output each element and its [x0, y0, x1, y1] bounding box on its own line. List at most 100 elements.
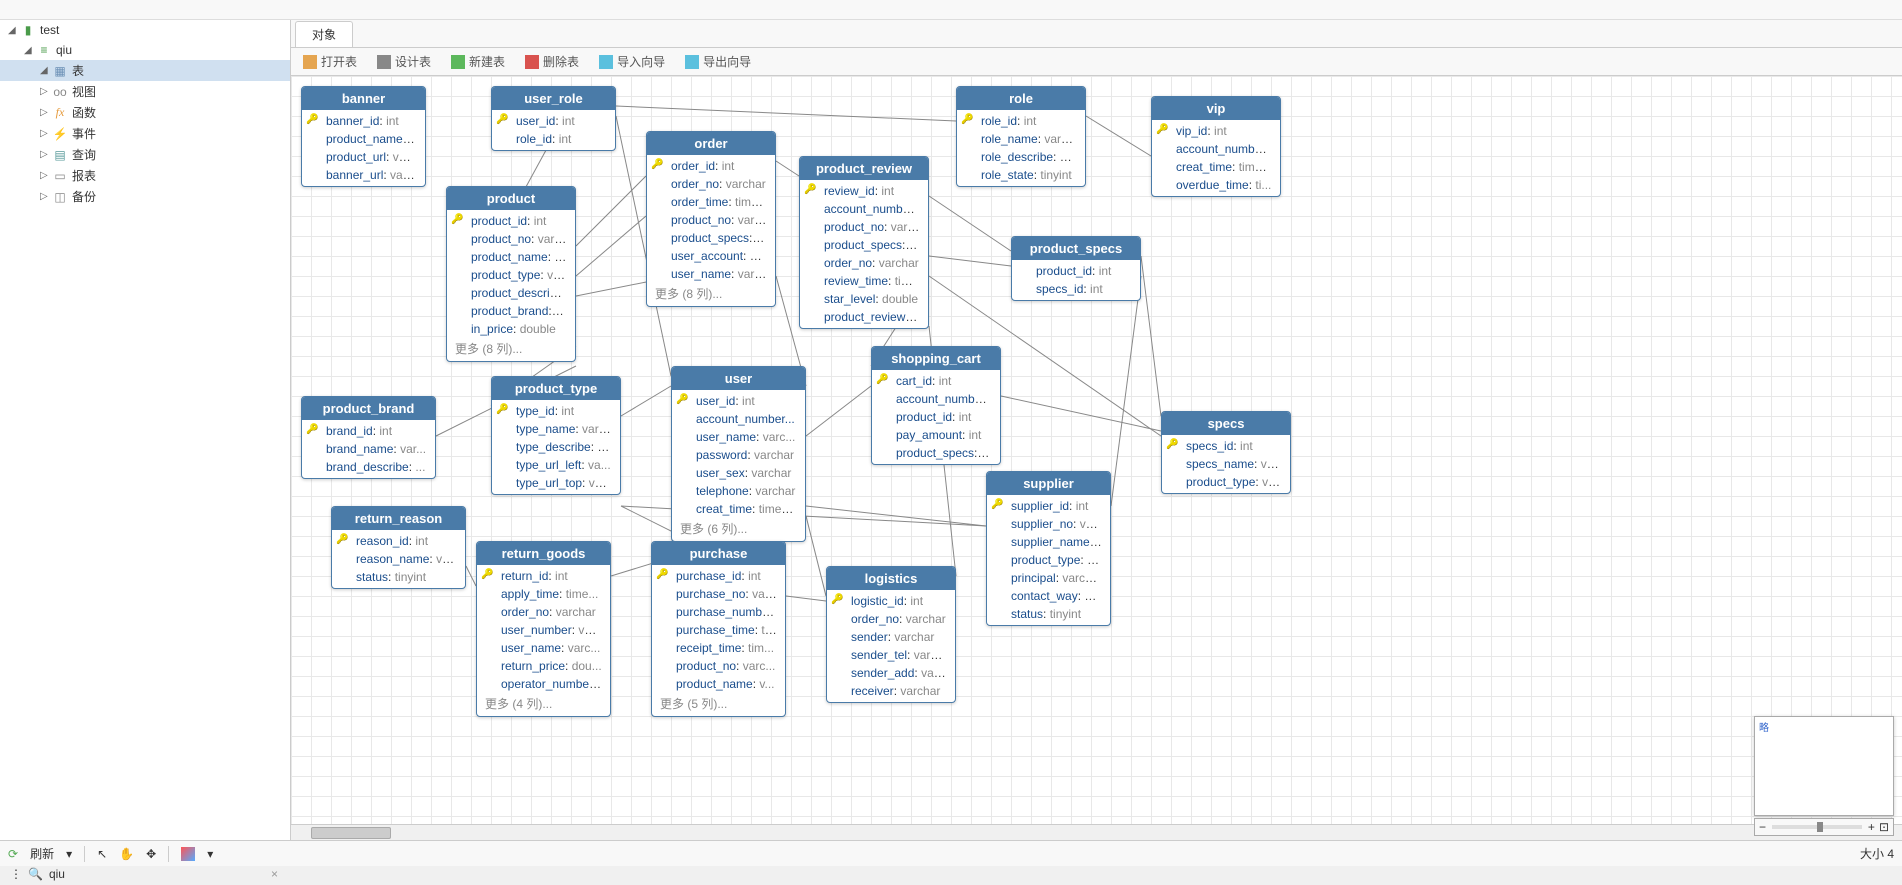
erd-field[interactable]: type_name: varc...: [492, 420, 620, 438]
erd-table-banner[interactable]: bannerbanner_id: intproduct_name: v...pr…: [301, 86, 426, 187]
refresh-icon[interactable]: ⟳: [8, 847, 18, 861]
erd-field[interactable]: specs_id: int: [1162, 437, 1290, 455]
delete-table-button[interactable]: 删除表: [521, 51, 583, 72]
erd-field[interactable]: type_url_left: va...: [492, 456, 620, 474]
erd-table-header[interactable]: product_brand: [302, 397, 435, 420]
tree-root-connection[interactable]: ◢ ▮ test: [0, 20, 290, 40]
erd-field[interactable]: product_no: varc...: [647, 211, 775, 229]
erd-field[interactable]: supplier_id: int: [987, 497, 1110, 515]
erd-table-product_brand[interactable]: product_brandbrand_id: intbrand_name: va…: [301, 396, 436, 479]
erd-canvas[interactable]: bannerbanner_id: intproduct_name: v...pr…: [291, 76, 1902, 840]
move-tool-icon[interactable]: ✥: [146, 847, 156, 861]
erd-table-return_goods[interactable]: return_goodsreturn_id: intapply_time: ti…: [476, 541, 611, 717]
import-wizard-button[interactable]: 导入向导: [595, 51, 669, 72]
erd-table-vip[interactable]: vipvip_id: intaccount_number...creat_tim…: [1151, 96, 1281, 197]
erd-field[interactable]: logistic_id: int: [827, 592, 955, 610]
zoom-reset-button[interactable]: ⊡: [1879, 820, 1889, 834]
scrollbar-thumb[interactable]: [311, 827, 391, 839]
zoom-out-button[interactable]: −: [1759, 820, 1766, 834]
erd-field[interactable]: status: tinyint: [332, 568, 465, 586]
erd-table-logistics[interactable]: logisticslogistic_id: intorder_no: varch…: [826, 566, 956, 703]
erd-field[interactable]: cart_id: int: [872, 372, 1000, 390]
erd-field[interactable]: product_type: va...: [987, 551, 1110, 569]
open-table-button[interactable]: 打开表: [299, 51, 361, 72]
zoom-in-button[interactable]: +: [1868, 820, 1875, 834]
erd-table-header[interactable]: product_review: [800, 157, 928, 180]
erd-table-header[interactable]: return_reason: [332, 507, 465, 530]
search-close-icon[interactable]: ×: [271, 867, 278, 881]
erd-table-product_review[interactable]: product_review review_id: intaccount_numb…: [799, 156, 929, 329]
erd-field[interactable]: sender: varchar: [827, 628, 955, 646]
erd-field[interactable]: order_no: varchar: [827, 610, 955, 628]
erd-field[interactable]: product_specs: v...: [800, 236, 928, 254]
refresh-dropdown[interactable]: ▾: [66, 847, 72, 861]
refresh-button[interactable]: 刷新: [30, 845, 54, 862]
erd-table-header[interactable]: purchase: [652, 542, 785, 565]
erd-field[interactable]: supplier_name: v...: [987, 533, 1110, 551]
erd-field[interactable]: account_number...: [800, 200, 928, 218]
erd-field[interactable]: creat_time: times...: [1152, 158, 1280, 176]
erd-field[interactable]: review_id: int: [800, 182, 928, 200]
erd-field[interactable]: type_url_top: var...: [492, 474, 620, 492]
erd-field[interactable]: product_id: int: [1012, 262, 1140, 280]
erd-field[interactable]: telephone: varchar: [672, 482, 805, 500]
erd-field[interactable]: specs_id: int: [1012, 280, 1140, 298]
erd-field[interactable]: status: tinyint: [987, 605, 1110, 623]
zoom-slider[interactable]: [1772, 825, 1862, 829]
erd-field[interactable]: return_price: dou...: [477, 657, 610, 675]
erd-table-header[interactable]: return_goods: [477, 542, 610, 565]
erd-field[interactable]: product_id: int: [872, 408, 1000, 426]
erd-field[interactable]: role_id: int: [957, 112, 1085, 130]
erd-table-header[interactable]: role: [957, 87, 1085, 110]
erd-field[interactable]: user_sex: varchar: [672, 464, 805, 482]
erd-field[interactable]: product_name: v...: [447, 248, 575, 266]
erd-field[interactable]: type_describe: va...: [492, 438, 620, 456]
erd-field[interactable]: receiver: varchar: [827, 682, 955, 700]
erd-field[interactable]: brand_name: var...: [302, 440, 435, 458]
erd-field[interactable]: user_number: var...: [477, 621, 610, 639]
erd-field[interactable]: apply_time: time...: [477, 585, 610, 603]
erd-field[interactable]: purchase_time: ti...: [652, 621, 785, 639]
color-tool-icon[interactable]: [181, 847, 195, 861]
horizontal-scrollbar[interactable]: [291, 824, 1902, 840]
erd-field[interactable]: account_number...: [1152, 140, 1280, 158]
erd-field[interactable]: account_number...: [672, 410, 805, 428]
erd-table-header[interactable]: product_specs: [1012, 237, 1140, 260]
erd-field[interactable]: role_state: tinyint: [957, 166, 1085, 184]
tree-node-view[interactable]: ▷oo视图: [0, 81, 290, 102]
erd-table-header[interactable]: shopping_cart: [872, 347, 1000, 370]
erd-table-product[interactable]: productproduct_id: intproduct_no: varc..…: [446, 186, 576, 362]
erd-more-fields[interactable]: 更多 (6 列)...: [672, 518, 805, 539]
erd-table-header[interactable]: banner: [302, 87, 425, 110]
tree-node-event[interactable]: ▷⚡事件: [0, 123, 290, 144]
search-term[interactable]: qiu: [49, 867, 65, 881]
hand-tool-icon[interactable]: ✋: [119, 847, 134, 861]
erd-table-role[interactable]: role role_id: introle_name: varcharrole_d…: [956, 86, 1086, 187]
erd-more-fields[interactable]: 更多 (8 列)...: [647, 283, 775, 304]
erd-field[interactable]: role_describe: va...: [957, 148, 1085, 166]
erd-field[interactable]: product_type: va...: [447, 266, 575, 284]
export-wizard-button[interactable]: 导出向导: [681, 51, 755, 72]
erd-table-header[interactable]: order: [647, 132, 775, 155]
erd-field[interactable]: user_account: va...: [647, 247, 775, 265]
erd-field[interactable]: specs_name: varc...: [1162, 455, 1290, 473]
erd-field[interactable]: user_id: int: [492, 112, 615, 130]
erd-field[interactable]: purchase_number...: [652, 603, 785, 621]
erd-field[interactable]: review_time: time...: [800, 272, 928, 290]
erd-field[interactable]: pay_amount: int: [872, 426, 1000, 444]
color-dropdown[interactable]: ▾: [207, 847, 213, 861]
erd-field[interactable]: principal: varchar: [987, 569, 1110, 587]
erd-field[interactable]: product_specs: v...: [647, 229, 775, 247]
tree-node-backup[interactable]: ▷◫备份: [0, 186, 290, 207]
erd-table-header[interactable]: user_role: [492, 87, 615, 110]
erd-table-supplier[interactable]: suppliersupplier_id: intsupplier_no: var…: [986, 471, 1111, 626]
erd-field[interactable]: operator_number...: [477, 675, 610, 693]
erd-field[interactable]: product_url: varc...: [302, 148, 425, 166]
erd-field[interactable]: role_name: varchar: [957, 130, 1085, 148]
erd-more-fields[interactable]: 更多 (5 列)...: [652, 693, 785, 714]
erd-more-fields[interactable]: 更多 (4 列)...: [477, 693, 610, 714]
tree-node-table[interactable]: ◢▦表: [0, 60, 290, 81]
erd-field[interactable]: product_no: varc...: [652, 657, 785, 675]
erd-table-header[interactable]: product: [447, 187, 575, 210]
erd-table-header[interactable]: product_type: [492, 377, 620, 400]
